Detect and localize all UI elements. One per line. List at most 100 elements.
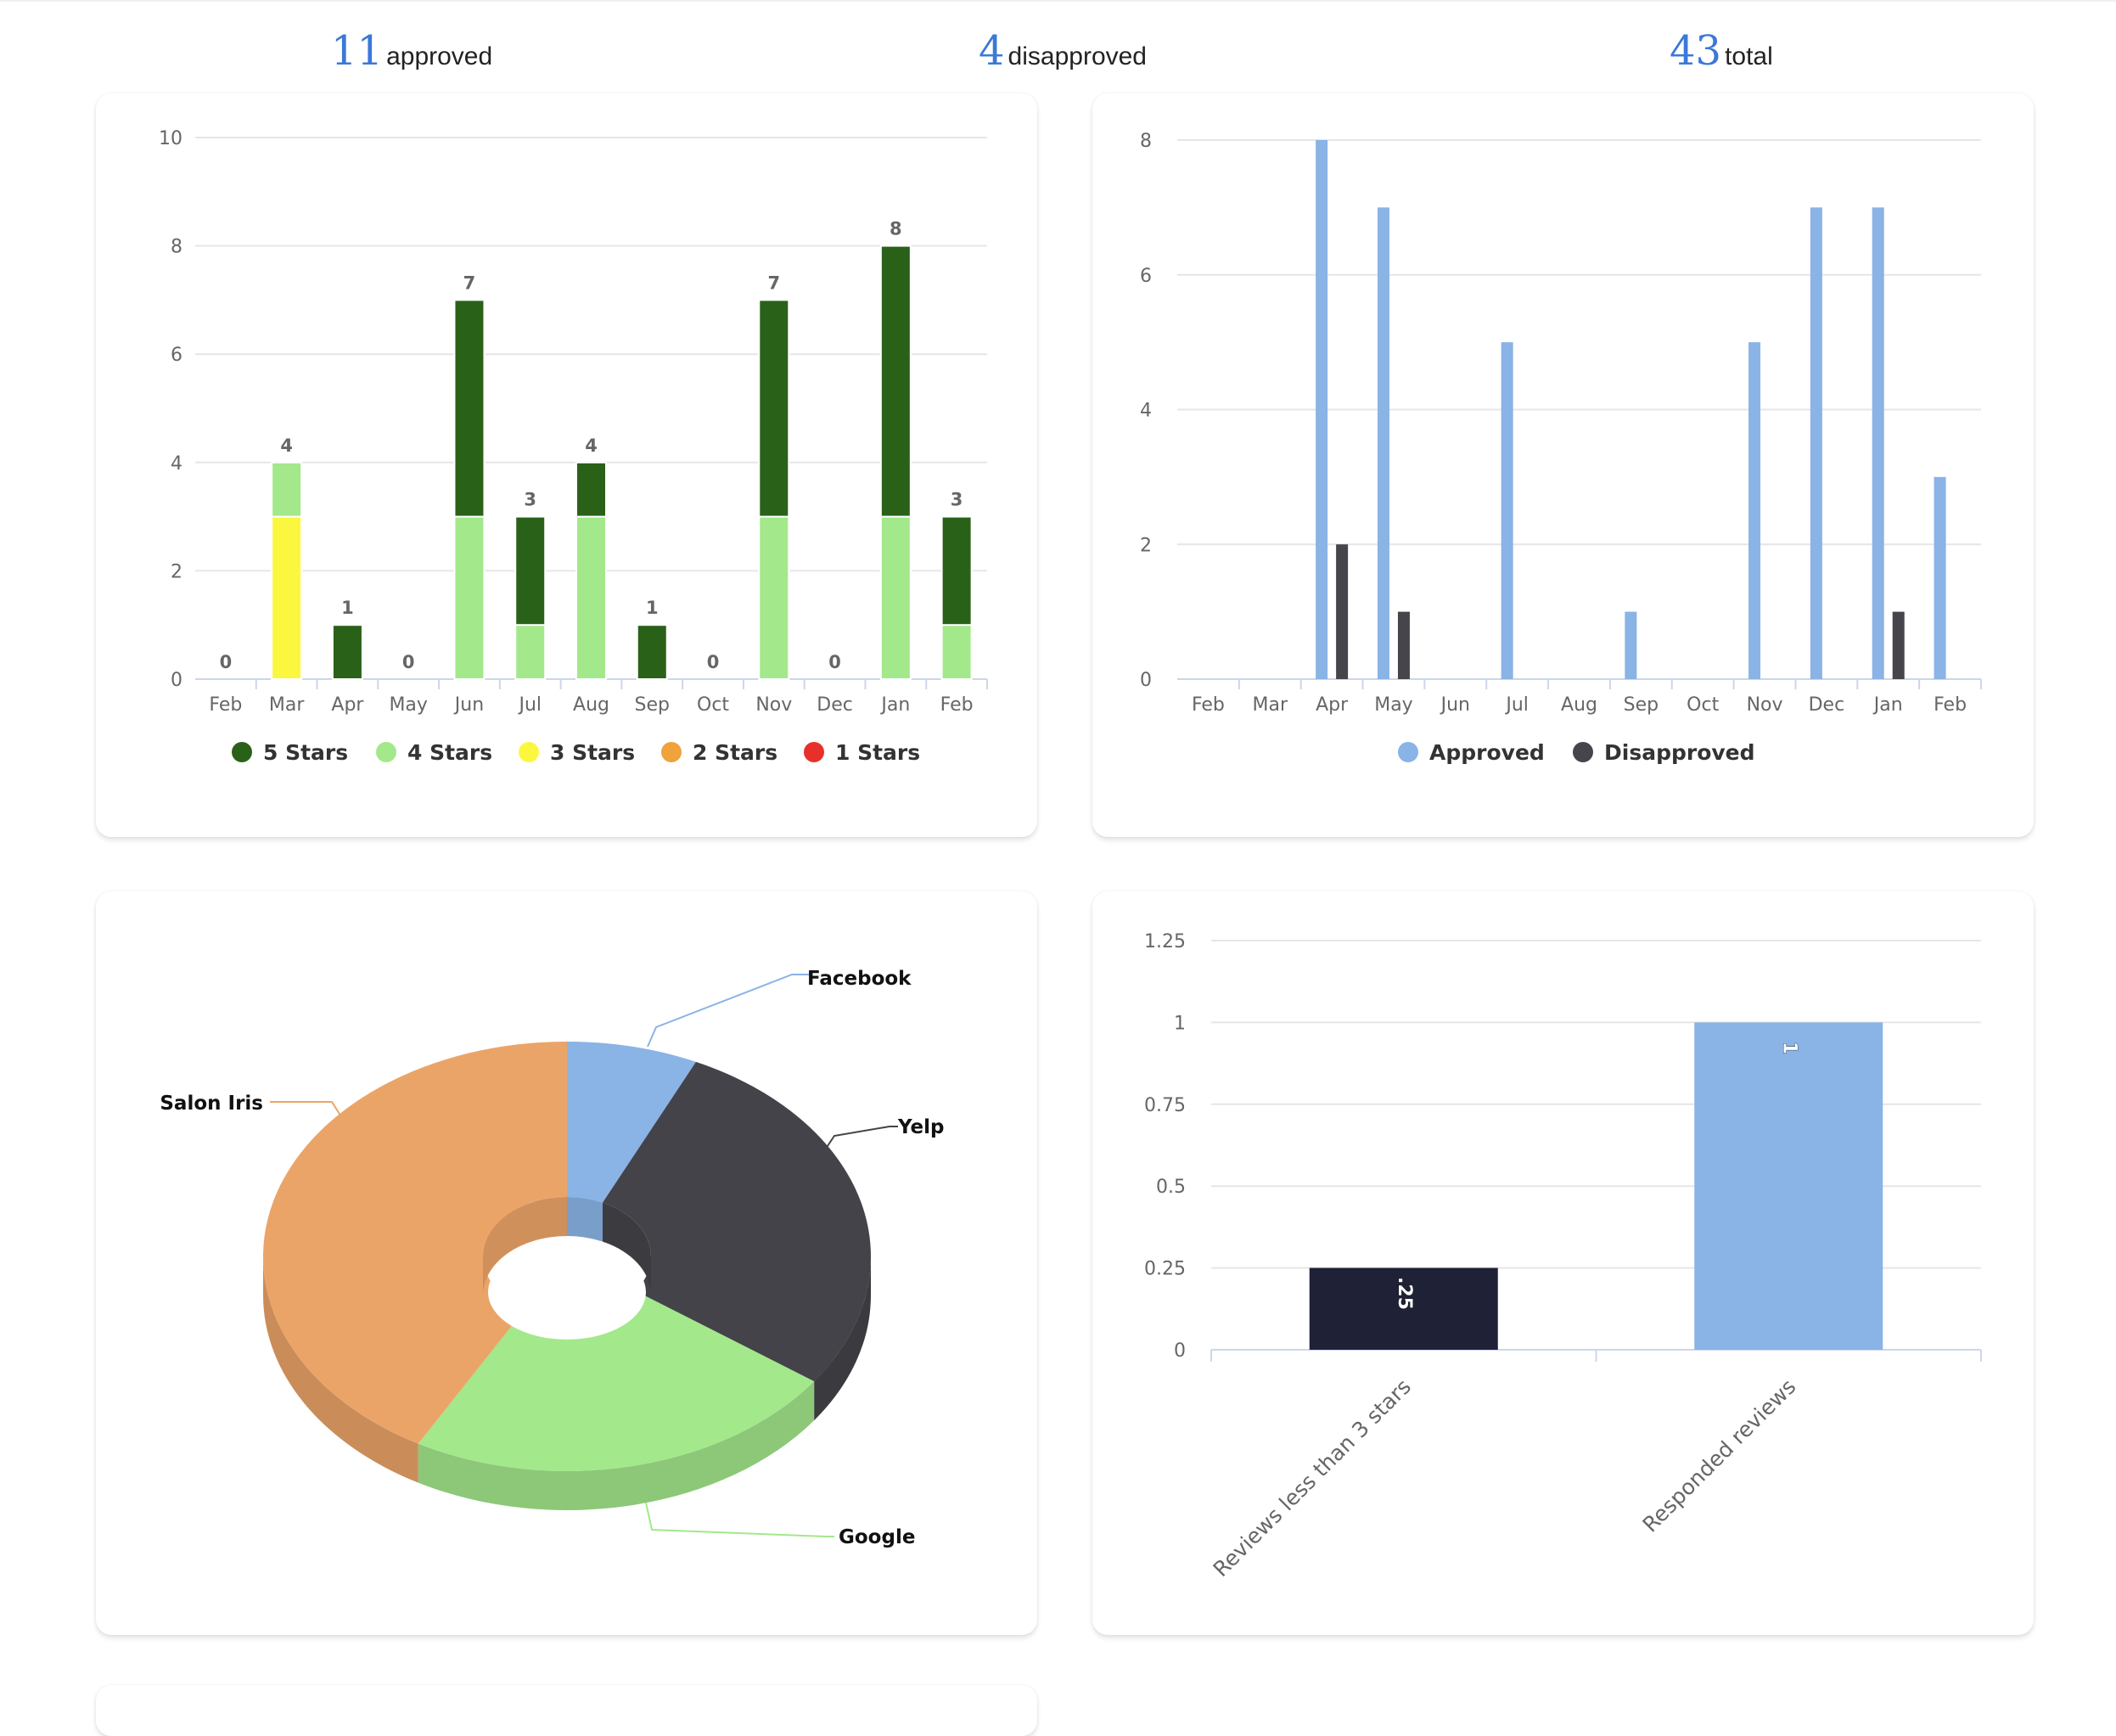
legend-label: Disapproved: [1604, 740, 1755, 765]
review-ratio-chart: 0 0.25 0.5 0.75 1 1.25 .25 Reviews less than 3 …: [1144, 931, 1982, 1582]
x-tick-label: Mar: [269, 694, 305, 716]
y-tick-label: 4: [171, 453, 182, 475]
legend-marker: [1573, 742, 1593, 762]
inner-wall: [603, 1202, 651, 1295]
slice-facebook: [567, 1042, 696, 1203]
y-tick-label: 2: [1140, 535, 1152, 556]
x-tick-label: Dec: [817, 694, 853, 716]
x-tick-label: Mar: [1253, 694, 1288, 716]
legend-marker: [1398, 742, 1418, 762]
bar-approved: [1748, 342, 1761, 679]
total-data-label: 7: [767, 272, 780, 293]
legend-label: Approved: [1429, 740, 1545, 765]
slice-label-google: Google: [839, 1526, 915, 1548]
x-tick-label: Feb: [1192, 694, 1225, 716]
connector-line: [647, 974, 809, 1048]
x-tick-label: Dec: [1809, 694, 1845, 716]
y-tick-label: 1.25: [1144, 931, 1186, 952]
total-data-label: 3: [951, 490, 963, 510]
x-tick-label: May: [389, 694, 427, 716]
total-stat: 43 total: [1670, 25, 1773, 76]
source-pie-chart: Facebook Yelp Google Salon Iris: [160, 968, 945, 1548]
bar-segment-5-stars: [331, 624, 363, 681]
bar-segment-5-stars: [940, 515, 973, 626]
connector-line: [825, 1126, 898, 1149]
slice-label-yelp: Yelp: [897, 1116, 945, 1138]
star-rating-chart-card: 0 2 4 6 8 10 Feb 0 Mar 4 Apr 1 May 0 Jun 7 Jul 3 Aug 4 Sep 1 O…: [96, 93, 1037, 837]
connector-line: [270, 1101, 343, 1119]
bar-segment-4-stars: [453, 515, 486, 680]
top-rule: [0, 0, 2116, 2]
bar-value-label: 1: [1778, 1042, 1799, 1054]
bar-approved: [1810, 207, 1822, 679]
bar-segment-4-stars: [575, 515, 607, 680]
bar-segment-4-stars: [879, 515, 912, 680]
y-tick-label: 8: [1140, 131, 1152, 152]
donut-hole: [488, 1244, 646, 1340]
slice-side-yelp: [814, 1256, 871, 1421]
y-tick-label: 8: [171, 237, 182, 258]
bar-disapproved: [1397, 611, 1410, 679]
slice-side-salon-iris: [263, 1256, 418, 1483]
x-category-label: Responded reviews: [1638, 1374, 1801, 1537]
total-data-label: 1: [341, 598, 354, 618]
x-category-label: Reviews less than 3 stars: [1209, 1374, 1416, 1582]
y-tick-label: 0: [1174, 1340, 1186, 1362]
x-tick-label: Aug: [1561, 694, 1597, 716]
total-label: total: [1725, 42, 1773, 70]
x-tick-label: Feb: [940, 694, 974, 716]
bar-approved: [1625, 611, 1637, 679]
total-count: 43: [1670, 27, 1722, 75]
total-data-label: 0: [707, 652, 720, 672]
bar-segment-5-stars: [636, 624, 668, 681]
inner-wall: [483, 1197, 567, 1295]
slice-yelp: [603, 1061, 871, 1382]
disapproved-label: disapproved: [1007, 42, 1147, 70]
bar-approved: [1377, 207, 1389, 679]
approval-chart-card: 0 2 4 6 8 Feb Mar Apr May Jun Jul Aug Sep Oct Nov Dec Ja…: [1092, 93, 2034, 837]
bar-approved: [1316, 140, 1328, 679]
bar-segment-4-stars: [758, 515, 790, 680]
slice-label-salon-iris: Salon Iris: [160, 1093, 263, 1115]
bar-approved: [1501, 342, 1513, 679]
total-data-label: 4: [585, 435, 598, 456]
slice-salon-iris: [263, 1042, 567, 1444]
legend-marker: [661, 742, 682, 762]
x-tick-label: Aug: [573, 694, 609, 716]
total-data-label: 0: [402, 652, 415, 672]
legend-label: 1 Stars: [835, 740, 920, 765]
total-data-label: 8: [890, 219, 902, 239]
x-tick-label: Jan: [1872, 694, 1903, 716]
x-tick-label: Jun: [453, 694, 484, 716]
bar-segment-3-stars: [271, 515, 303, 680]
legend-marker: [232, 742, 252, 762]
bar-segment-5-stars: [453, 299, 486, 518]
approval-chart: 0 2 4 6 8 Feb Mar Apr May Jun Jul Aug Sep Oct Nov Dec Ja…: [1140, 131, 1982, 765]
bar-low-rated: [1309, 1267, 1498, 1350]
total-data-label: 7: [463, 272, 476, 293]
total-data-label: 3: [524, 490, 536, 510]
x-tick-label: Apr: [1316, 694, 1349, 716]
x-tick-label: Sep: [635, 694, 670, 716]
legend-label: 2 Stars: [693, 740, 777, 765]
x-tick-label: Nov: [1747, 694, 1783, 716]
y-tick-label: 0.75: [1144, 1095, 1186, 1116]
bar-segment-5-stars: [879, 244, 912, 518]
bar-segment-4-stars: [514, 624, 547, 681]
legend-marker: [804, 742, 824, 762]
bar-approved: [1934, 476, 1946, 679]
legend-marker: [519, 742, 539, 762]
bar-segment-5-stars: [575, 461, 607, 518]
bar-disapproved: [1892, 611, 1905, 679]
x-tick-label: Jul: [1504, 694, 1529, 716]
x-tick-label: Feb: [1934, 694, 1967, 716]
bar-disapproved: [1336, 544, 1349, 679]
y-tick-label: 0.25: [1144, 1259, 1186, 1280]
source-pie-chart-card: Facebook Yelp Google Salon Iris: [96, 891, 1037, 1635]
disapproved-stat: 4 disapproved: [979, 25, 1147, 76]
bar-approved: [1872, 207, 1884, 679]
disapproved-count: 4: [979, 27, 1005, 75]
legend-label: 5 Stars: [263, 740, 348, 765]
x-tick-label: Jan: [879, 694, 910, 716]
y-tick-label: 6: [1140, 266, 1152, 287]
